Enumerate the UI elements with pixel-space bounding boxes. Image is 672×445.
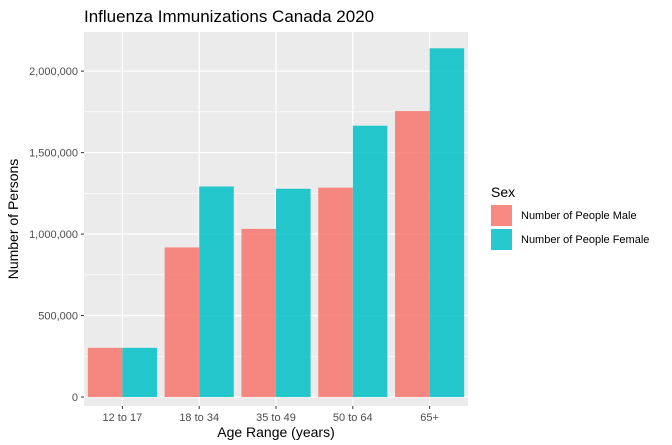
bar-male-4 [318,187,353,398]
bar-male-3 [241,228,276,398]
bar-female-5 [429,48,465,398]
x-tick-label: 12 to 17 [103,412,143,424]
y-tick-label: 2,000,000 [29,66,78,78]
legend-key-female [491,229,512,250]
y-tick-label: 500,000 [38,311,78,323]
legend-title: Sex [491,184,515,200]
y-axis: 0 500,000 1,000,000 1,500,000 2,000,000 [29,66,84,404]
legend-key-male [491,205,512,226]
x-tick-label: 65+ [420,412,439,424]
bar-female-4 [352,125,388,398]
bar-female-1 [122,347,157,398]
legend: Sex Number of People Male Number of Peopl… [491,184,649,250]
bar-male-5 [395,111,430,398]
bar-female-2 [199,186,234,398]
y-axis-title: Number of Persons [5,159,21,280]
bar-male-1 [87,347,123,398]
bar-male-2 [164,247,200,398]
y-tick-label: 1,500,000 [29,148,78,160]
x-axis: 12 to 17 18 to 34 35 to 49 50 to 64 65+ [103,406,439,424]
x-tick-label: 18 to 34 [179,412,219,424]
chart-title: Influenza Immunizations Canada 2020 [84,7,374,26]
y-tick-label: 0 [72,392,78,404]
legend-label-male: Number of People Male [521,210,637,222]
x-tick-label: 50 to 64 [333,412,373,424]
y-tick-label: 1,000,000 [29,229,78,241]
x-axis-title: Age Range (years) [217,424,335,440]
legend-label-female: Number of People Female [521,234,649,246]
x-tick-label: 35 to 49 [256,412,296,424]
bars [87,48,465,398]
bar-female-3 [276,188,311,398]
